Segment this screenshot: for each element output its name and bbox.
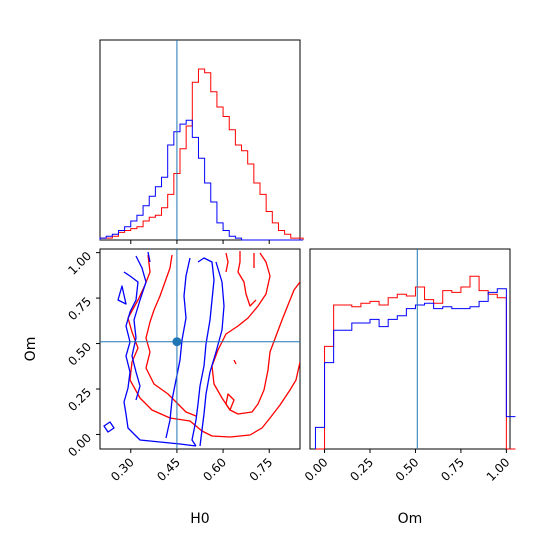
contour-group [100,249,300,449]
x-axis-label-om: Om [398,511,423,527]
om-ytick-label-1: 0.25 [65,385,94,414]
h0-hist-series-0 [99,68,304,240]
om-xtick-label-0: 0.00 [302,455,331,484]
om-hist-series-0 [315,275,516,450]
panel-contour-frame [99,248,301,450]
contour-blue-2 [191,257,215,447]
y-axis-label-om: Om [23,337,39,362]
om-xtick-label-4: 1.00 [484,455,513,484]
om-histogram-group [314,249,516,450]
om-ytick-label-3: 0.75 [65,294,94,323]
x-axis-label-h0: H0 [190,511,209,527]
h0-xtick-label-2: 0.60 [200,455,229,484]
h0-histogram-group [99,40,304,241]
panel-om-hist-frame [309,248,511,450]
contour-blue-3 [199,261,225,447]
contour-red-6 [225,393,235,411]
om-xtick-label-3: 0.75 [438,455,467,484]
om-ytick-label-0: 0.00 [65,431,94,460]
contour-blue-7 [117,285,127,305]
h0-xtick-label-1: 0.45 [154,455,183,484]
contour-red-3 [237,251,257,307]
om-xtick-label-1: 0.25 [347,455,376,484]
contour-truth-point [172,337,182,347]
contour-blue-4 [165,257,191,439]
contour-blue-1 [131,255,147,401]
contour-red-4 [225,252,229,273]
contour-blue-5 [147,251,151,263]
h0-hist-series-1 [99,119,304,241]
om-hist-series-1 [314,288,516,449]
contour-blue-0 [123,271,197,447]
contour-red-2 [145,254,197,417]
om-ytick-label-4: 1.00 [65,249,94,278]
h0-xtick-label-0: 0.30 [108,455,137,484]
h0-xtick-label-3: 0.75 [247,455,276,484]
om-xtick-label-2: 0.50 [393,455,422,484]
om-ytick-label-2: 0.50 [65,340,94,369]
panel-h0-hist-frame [99,39,301,241]
contour-blue-6 [103,421,115,433]
contour-red-7 [233,359,237,365]
contour-red-1 [211,252,300,415]
